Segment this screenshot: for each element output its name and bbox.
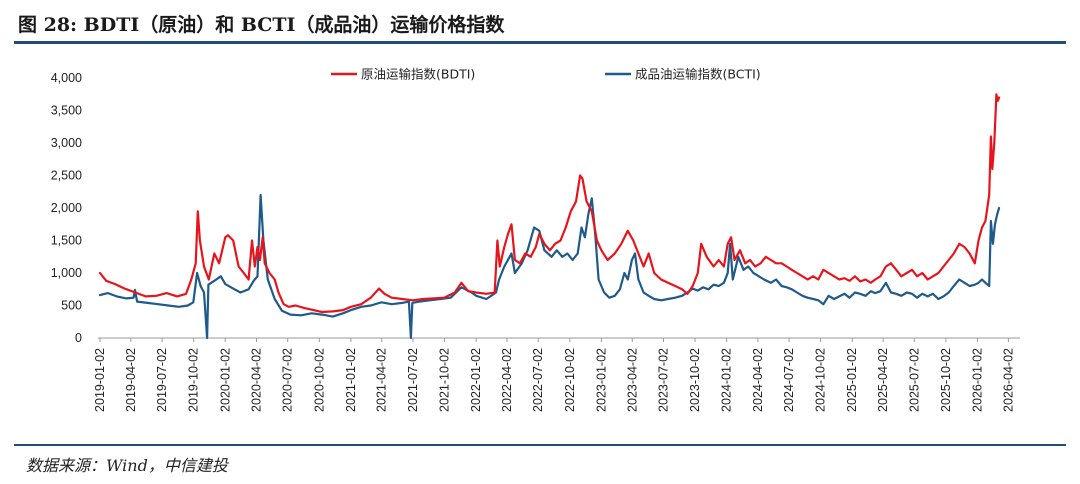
y-tick-label: 1,500 [51, 234, 82, 248]
x-tick-label: 2024-04-02 [751, 348, 765, 412]
x-tick-label: 2021-01-02 [344, 348, 358, 412]
x-tick-label: 2019-01-02 [93, 348, 107, 412]
x-tick-label: 2022-07-02 [531, 348, 545, 412]
x-tick-label: 2026-01-02 [971, 348, 985, 412]
x-tick-label: 2021-04-02 [375, 348, 389, 412]
x-tick-label: 2024-07-02 [782, 348, 796, 412]
legend-label: 成品油运输指数(BCTI) [635, 67, 761, 82]
bcti-series-line [98, 193, 1001, 340]
x-tick-label: 2021-10-02 [438, 348, 452, 412]
x-tick-label: 2025-10-02 [939, 348, 953, 412]
series-lines [98, 93, 1001, 340]
y-tick-label: 3,000 [51, 136, 82, 150]
x-tick-label: 2023-10-02 [688, 348, 702, 412]
x-tick-label: 2023-01-02 [594, 348, 608, 412]
x-tick-label: 2023-04-02 [625, 348, 639, 412]
figure-title: 图 28: BDTI（原油）和 BCTI（成品油）运输价格指数 [18, 14, 505, 36]
y-axis: 0 500 1,000 1,500 2,000 2,500 3,000 3,500 4,000 [51, 71, 82, 345]
legend-label: 原油运输指数(BDTI) [361, 67, 475, 82]
x-tick-label: 2025-07-02 [907, 348, 921, 412]
x-tick-label: 2019-04-02 [124, 348, 138, 412]
x-tick-label: 2024-10-02 [814, 348, 828, 412]
x-tick-label: 2019-10-02 [187, 348, 201, 412]
y-tick-label: 2,500 [51, 169, 82, 183]
x-tick-label: 2022-01-02 [469, 348, 483, 412]
x-tick-label: 2019-07-02 [155, 348, 169, 412]
bdti-series-line [98, 93, 1001, 314]
y-tick-label: 4,000 [51, 71, 82, 85]
x-tick-label: 2023-07-02 [656, 348, 670, 412]
x-tick-label: 2020-01-02 [218, 348, 232, 412]
x-axis: 2019-01-02 2019-04-02 2019-07-02 2019-10-02… [93, 337, 1020, 412]
x-tick-label: 2025-01-02 [845, 348, 859, 412]
source-rule [14, 444, 1066, 446]
x-tick-label: 2020-04-02 [249, 348, 263, 412]
x-tick-label: 2021-07-02 [406, 348, 420, 412]
x-tick-label: 2024-01-02 [720, 348, 734, 412]
y-tick-label: 500 [61, 299, 82, 313]
y-tick-label: 2,000 [51, 201, 82, 215]
x-tick-label: 2022-04-02 [500, 348, 514, 412]
legend: 原油运输指数(BDTI) 成品油运输指数(BCTI) [331, 67, 761, 82]
x-tick-label: 2020-10-02 [312, 348, 326, 412]
x-tick-label: 2025-04-02 [876, 348, 890, 412]
x-tick-label: 2022-10-02 [563, 348, 577, 412]
y-tick-label: 3,500 [51, 104, 82, 118]
y-tick-label: 1,000 [51, 266, 82, 280]
y-tick-label: 0 [75, 331, 82, 345]
source-note: 数据来源：Wind，中信建投 [26, 456, 228, 475]
title-rule [14, 41, 1066, 44]
x-tick-label: 2020-07-02 [281, 348, 295, 412]
x-tick-label: 2026-04-02 [1001, 348, 1015, 412]
